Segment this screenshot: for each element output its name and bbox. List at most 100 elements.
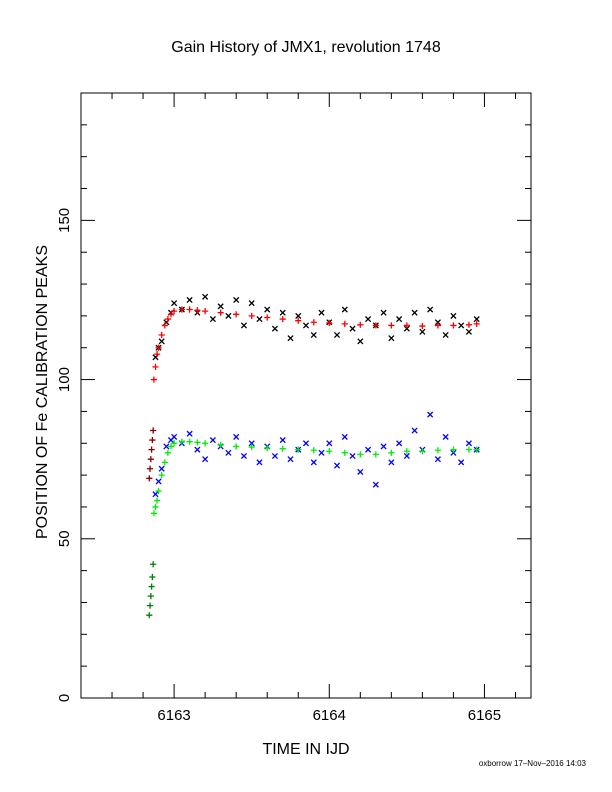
data-point: [233, 311, 240, 318]
data-point: [341, 320, 348, 327]
data-point: [372, 322, 379, 329]
y-tick-label: 0: [56, 694, 73, 702]
data-point: [287, 335, 294, 342]
data-point: [158, 338, 165, 345]
data-markers: [146, 293, 480, 619]
plot-frame: [80, 92, 532, 699]
data-point: [248, 300, 255, 307]
data-point: [403, 322, 410, 329]
data-point: [153, 497, 161, 504]
data-point: [271, 325, 279, 332]
data-point: [171, 308, 178, 315]
data-point: [419, 322, 426, 330]
data-point: [310, 331, 317, 339]
data-point: [217, 441, 224, 448]
data-point: [194, 439, 201, 446]
data-point: [388, 459, 395, 466]
data-point: [171, 300, 178, 307]
data-point: [225, 449, 232, 456]
data-point: [248, 440, 255, 447]
data-point: [279, 437, 286, 444]
data-point: [333, 462, 341, 469]
data-point: [148, 446, 155, 453]
footer-timestamp: oxborrow 17–Nov–2016 14:03: [479, 759, 587, 768]
data-point: [161, 322, 168, 329]
data-point: [341, 306, 348, 313]
data-point: [341, 433, 348, 440]
x-tick-label: 6164: [313, 707, 346, 724]
data-point: [271, 452, 279, 460]
x-tick-label: 6165: [468, 707, 501, 724]
data-point: [186, 430, 193, 437]
data-point: [357, 321, 364, 328]
data-point: [209, 316, 216, 323]
data-point: [149, 436, 156, 444]
data-point: [155, 478, 162, 485]
data-point: [302, 322, 310, 329]
data-point: [171, 433, 178, 440]
data-point: [310, 459, 317, 466]
data-point: [150, 561, 157, 568]
data-point: [150, 376, 158, 383]
data-point: [450, 312, 457, 319]
data-point: [158, 472, 165, 479]
data-point: [164, 449, 171, 456]
data-point: [279, 445, 286, 452]
data-point: [357, 451, 364, 458]
data-point: [152, 491, 159, 498]
data-point: [295, 312, 302, 319]
data-point: [411, 309, 418, 316]
data-point: [164, 315, 171, 323]
data-point: [434, 322, 441, 329]
data-point: [388, 449, 395, 456]
data-point: [202, 440, 209, 447]
data-point: [146, 602, 154, 609]
data-point: [434, 319, 441, 326]
data-point: [233, 433, 240, 440]
data-point: [411, 427, 418, 434]
data-point: [473, 320, 480, 327]
data-point: [465, 321, 473, 328]
data-point: [287, 456, 294, 463]
data-point: [202, 308, 209, 315]
data-point: [264, 314, 271, 321]
data-point: [150, 510, 158, 517]
data-point: [240, 452, 247, 460]
data-point: [295, 317, 302, 324]
data-point: [465, 440, 472, 447]
data-point: [403, 452, 410, 460]
data-point: [178, 438, 185, 445]
data-point: [256, 459, 263, 466]
data-point: [434, 447, 441, 454]
data-point: [458, 459, 465, 466]
data-point: [434, 456, 441, 463]
data-point: [225, 312, 232, 319]
data-point: [248, 312, 255, 319]
y-tick-label: 100: [56, 367, 73, 392]
data-point: [217, 309, 224, 316]
data-point: [372, 451, 379, 458]
x-tick-label: 6163: [157, 707, 190, 724]
data-point: [419, 448, 426, 455]
data-point: [152, 363, 159, 370]
data-point: [202, 293, 209, 300]
data-point: [473, 446, 480, 453]
data-point: [357, 338, 364, 345]
data-point: [310, 319, 317, 326]
data-point: [279, 315, 286, 323]
data-point: [465, 446, 473, 453]
data-point: [349, 325, 356, 332]
data-point: [217, 303, 224, 310]
data-point: [295, 446, 302, 453]
data-point: [264, 306, 271, 313]
data-point: [450, 322, 457, 329]
data-point: [146, 475, 153, 482]
data-point: [326, 440, 333, 447]
data-point: [427, 411, 434, 418]
data-point: [318, 309, 325, 316]
data-point: [333, 331, 341, 339]
data-point: [152, 503, 159, 511]
data-point: [161, 459, 168, 466]
data-point: [146, 465, 154, 472]
